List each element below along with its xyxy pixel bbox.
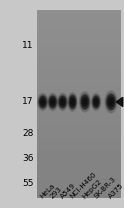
Text: NCI-H460: NCI-H460 <box>69 171 98 200</box>
Polygon shape <box>116 97 123 106</box>
Ellipse shape <box>81 95 89 109</box>
Ellipse shape <box>94 98 98 106</box>
Ellipse shape <box>49 96 56 108</box>
Ellipse shape <box>68 93 77 111</box>
Text: 55: 55 <box>22 178 33 188</box>
Ellipse shape <box>108 97 114 107</box>
Ellipse shape <box>50 98 55 106</box>
Ellipse shape <box>107 95 115 109</box>
Ellipse shape <box>39 96 46 108</box>
Text: HepG2: HepG2 <box>81 178 103 200</box>
Text: 293: 293 <box>49 186 63 200</box>
Ellipse shape <box>106 93 116 111</box>
Ellipse shape <box>60 98 65 106</box>
Ellipse shape <box>61 100 64 104</box>
Ellipse shape <box>51 100 54 104</box>
Text: 28: 28 <box>22 129 33 138</box>
Ellipse shape <box>70 98 75 106</box>
Text: 17: 17 <box>22 97 33 106</box>
Ellipse shape <box>59 95 67 109</box>
Text: HeLa: HeLa <box>39 182 56 200</box>
Ellipse shape <box>91 93 101 110</box>
Ellipse shape <box>79 92 91 112</box>
Ellipse shape <box>58 93 68 110</box>
Ellipse shape <box>95 100 97 104</box>
Text: A375: A375 <box>107 182 124 200</box>
Text: 11: 11 <box>22 41 33 50</box>
Ellipse shape <box>82 97 88 107</box>
Ellipse shape <box>40 98 45 106</box>
Ellipse shape <box>41 100 44 104</box>
Text: 36: 36 <box>22 154 33 163</box>
Ellipse shape <box>39 95 47 109</box>
Ellipse shape <box>69 96 76 108</box>
Ellipse shape <box>109 99 113 105</box>
Ellipse shape <box>71 99 74 104</box>
Ellipse shape <box>69 94 76 109</box>
Text: SK-BR-3: SK-BR-3 <box>93 176 117 200</box>
Ellipse shape <box>80 94 89 110</box>
Text: A549: A549 <box>59 182 77 200</box>
Ellipse shape <box>49 95 57 109</box>
Ellipse shape <box>83 99 86 105</box>
Ellipse shape <box>105 91 117 113</box>
Ellipse shape <box>92 95 100 109</box>
Ellipse shape <box>48 93 58 110</box>
Ellipse shape <box>59 96 66 108</box>
Ellipse shape <box>93 96 99 108</box>
Ellipse shape <box>38 93 48 110</box>
